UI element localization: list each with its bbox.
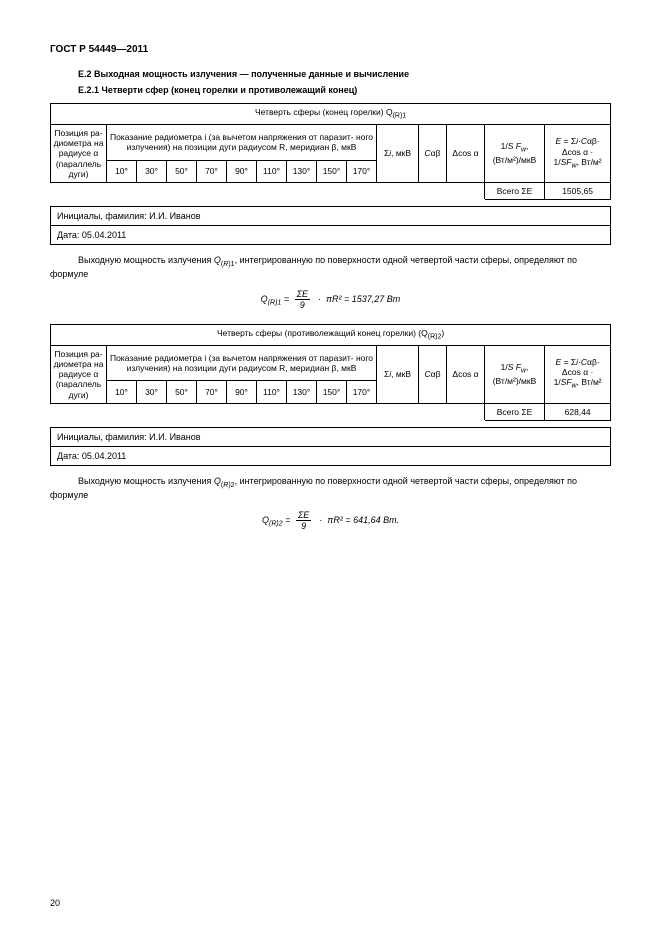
col-angle: 130° bbox=[287, 160, 317, 182]
table-quarter-sphere-2: Четверть сферы (противолежащий конец гор… bbox=[50, 324, 611, 421]
col-angle: 50° bbox=[167, 381, 197, 403]
col-dcos: Δcos α bbox=[447, 125, 485, 183]
info1-name: Инициалы, фамилия: И.И. Иванов bbox=[51, 207, 611, 226]
col-readings-group-2: Показание радиометра i (за вычетом напря… bbox=[107, 345, 377, 381]
standard-code: ГОСТ Р 54449—2011 bbox=[50, 44, 611, 55]
col-angle: 10° bbox=[107, 381, 137, 403]
info-block-1: Инициалы, фамилия: И.И. Иванов Дата: 05.… bbox=[50, 206, 611, 245]
col-E: E = Σi·Cαβ·Δcos α ·1/SFw, Вт/м² bbox=[545, 125, 611, 183]
col-E-2: E = Σi·Cαβ·Δcos α ·1/SFw, Вт/м² bbox=[545, 345, 611, 403]
col-1sf: 1/S Fw,(Вт/м²)/мкВ bbox=[485, 125, 545, 183]
col-1sf-2: 1/S Fw,(Вт/м²)/мкВ bbox=[485, 345, 545, 403]
table1-caption: Четверть сферы (конец горелки) Q(R)1 bbox=[51, 104, 611, 125]
col-position: Позиция ра- диометра на радиусе α (парал… bbox=[51, 125, 107, 183]
formula-1: Q(R)1 = ΣE9 · πR² = 1537,27 Вт bbox=[50, 289, 611, 310]
col-angle: 10° bbox=[107, 160, 137, 182]
col-angle: 170° bbox=[347, 160, 377, 182]
info1-date: Дата: 05.04.2011 bbox=[51, 226, 611, 245]
col-dcos-2: Δcos α bbox=[447, 345, 485, 403]
col-angle: 150° bbox=[317, 160, 347, 182]
col-angle: 70° bbox=[197, 381, 227, 403]
col-angle: 90° bbox=[227, 381, 257, 403]
col-angle: 130° bbox=[287, 381, 317, 403]
col-position-2: Позиция ра- диометра на радиусе α (парал… bbox=[51, 345, 107, 403]
paragraph-1: Выходную мощность излучения Q(R)1, интег… bbox=[50, 255, 611, 281]
page-number: 20 bbox=[50, 898, 60, 908]
col-readings-group: Показание радиометра i (за вычетом напря… bbox=[107, 125, 377, 161]
col-cab: Cαβ bbox=[419, 125, 447, 183]
table1-total-label: Всего ΣE bbox=[485, 183, 545, 200]
col-angle: 110° bbox=[257, 160, 287, 182]
paragraph-2: Выходную мощность излучения Q(R)2, интег… bbox=[50, 476, 611, 502]
col-angle: 30° bbox=[137, 160, 167, 182]
col-sum: Σi, мкВ bbox=[377, 125, 419, 183]
table2-total-value: 628,44 bbox=[545, 403, 611, 420]
col-angle: 110° bbox=[257, 381, 287, 403]
section-e21-title: Е.2.1 Четверти сфер (конец горелки и про… bbox=[78, 85, 611, 95]
formula-2: Q(R)2 = ΣE9 · πR² = 641,64 Вт. bbox=[50, 510, 611, 531]
col-angle: 170° bbox=[347, 381, 377, 403]
col-sum-2: Σi, мкВ bbox=[377, 345, 419, 403]
col-cab-2: Cαβ bbox=[419, 345, 447, 403]
col-angle: 70° bbox=[197, 160, 227, 182]
section-e2-title: Е.2 Выходная мощность излучения — получе… bbox=[78, 69, 611, 79]
table1-total-value: 1505,65 bbox=[545, 183, 611, 200]
info-block-2: Инициалы, фамилия: И.И. Иванов Дата: 05.… bbox=[50, 427, 611, 466]
table-quarter-sphere-1: Четверть сферы (конец горелки) Q(R)1 Поз… bbox=[50, 103, 611, 200]
table2-caption: Четверть сферы (противолежащий конец гор… bbox=[51, 324, 611, 345]
info2-name: Инициалы, фамилия: И.И. Иванов bbox=[51, 427, 611, 446]
col-angle: 30° bbox=[137, 381, 167, 403]
col-angle: 50° bbox=[167, 160, 197, 182]
info2-date: Дата: 05.04.2011 bbox=[51, 446, 611, 465]
col-angle: 150° bbox=[317, 381, 347, 403]
col-angle: 90° bbox=[227, 160, 257, 182]
table2-total-label: Всего ΣE bbox=[485, 403, 545, 420]
